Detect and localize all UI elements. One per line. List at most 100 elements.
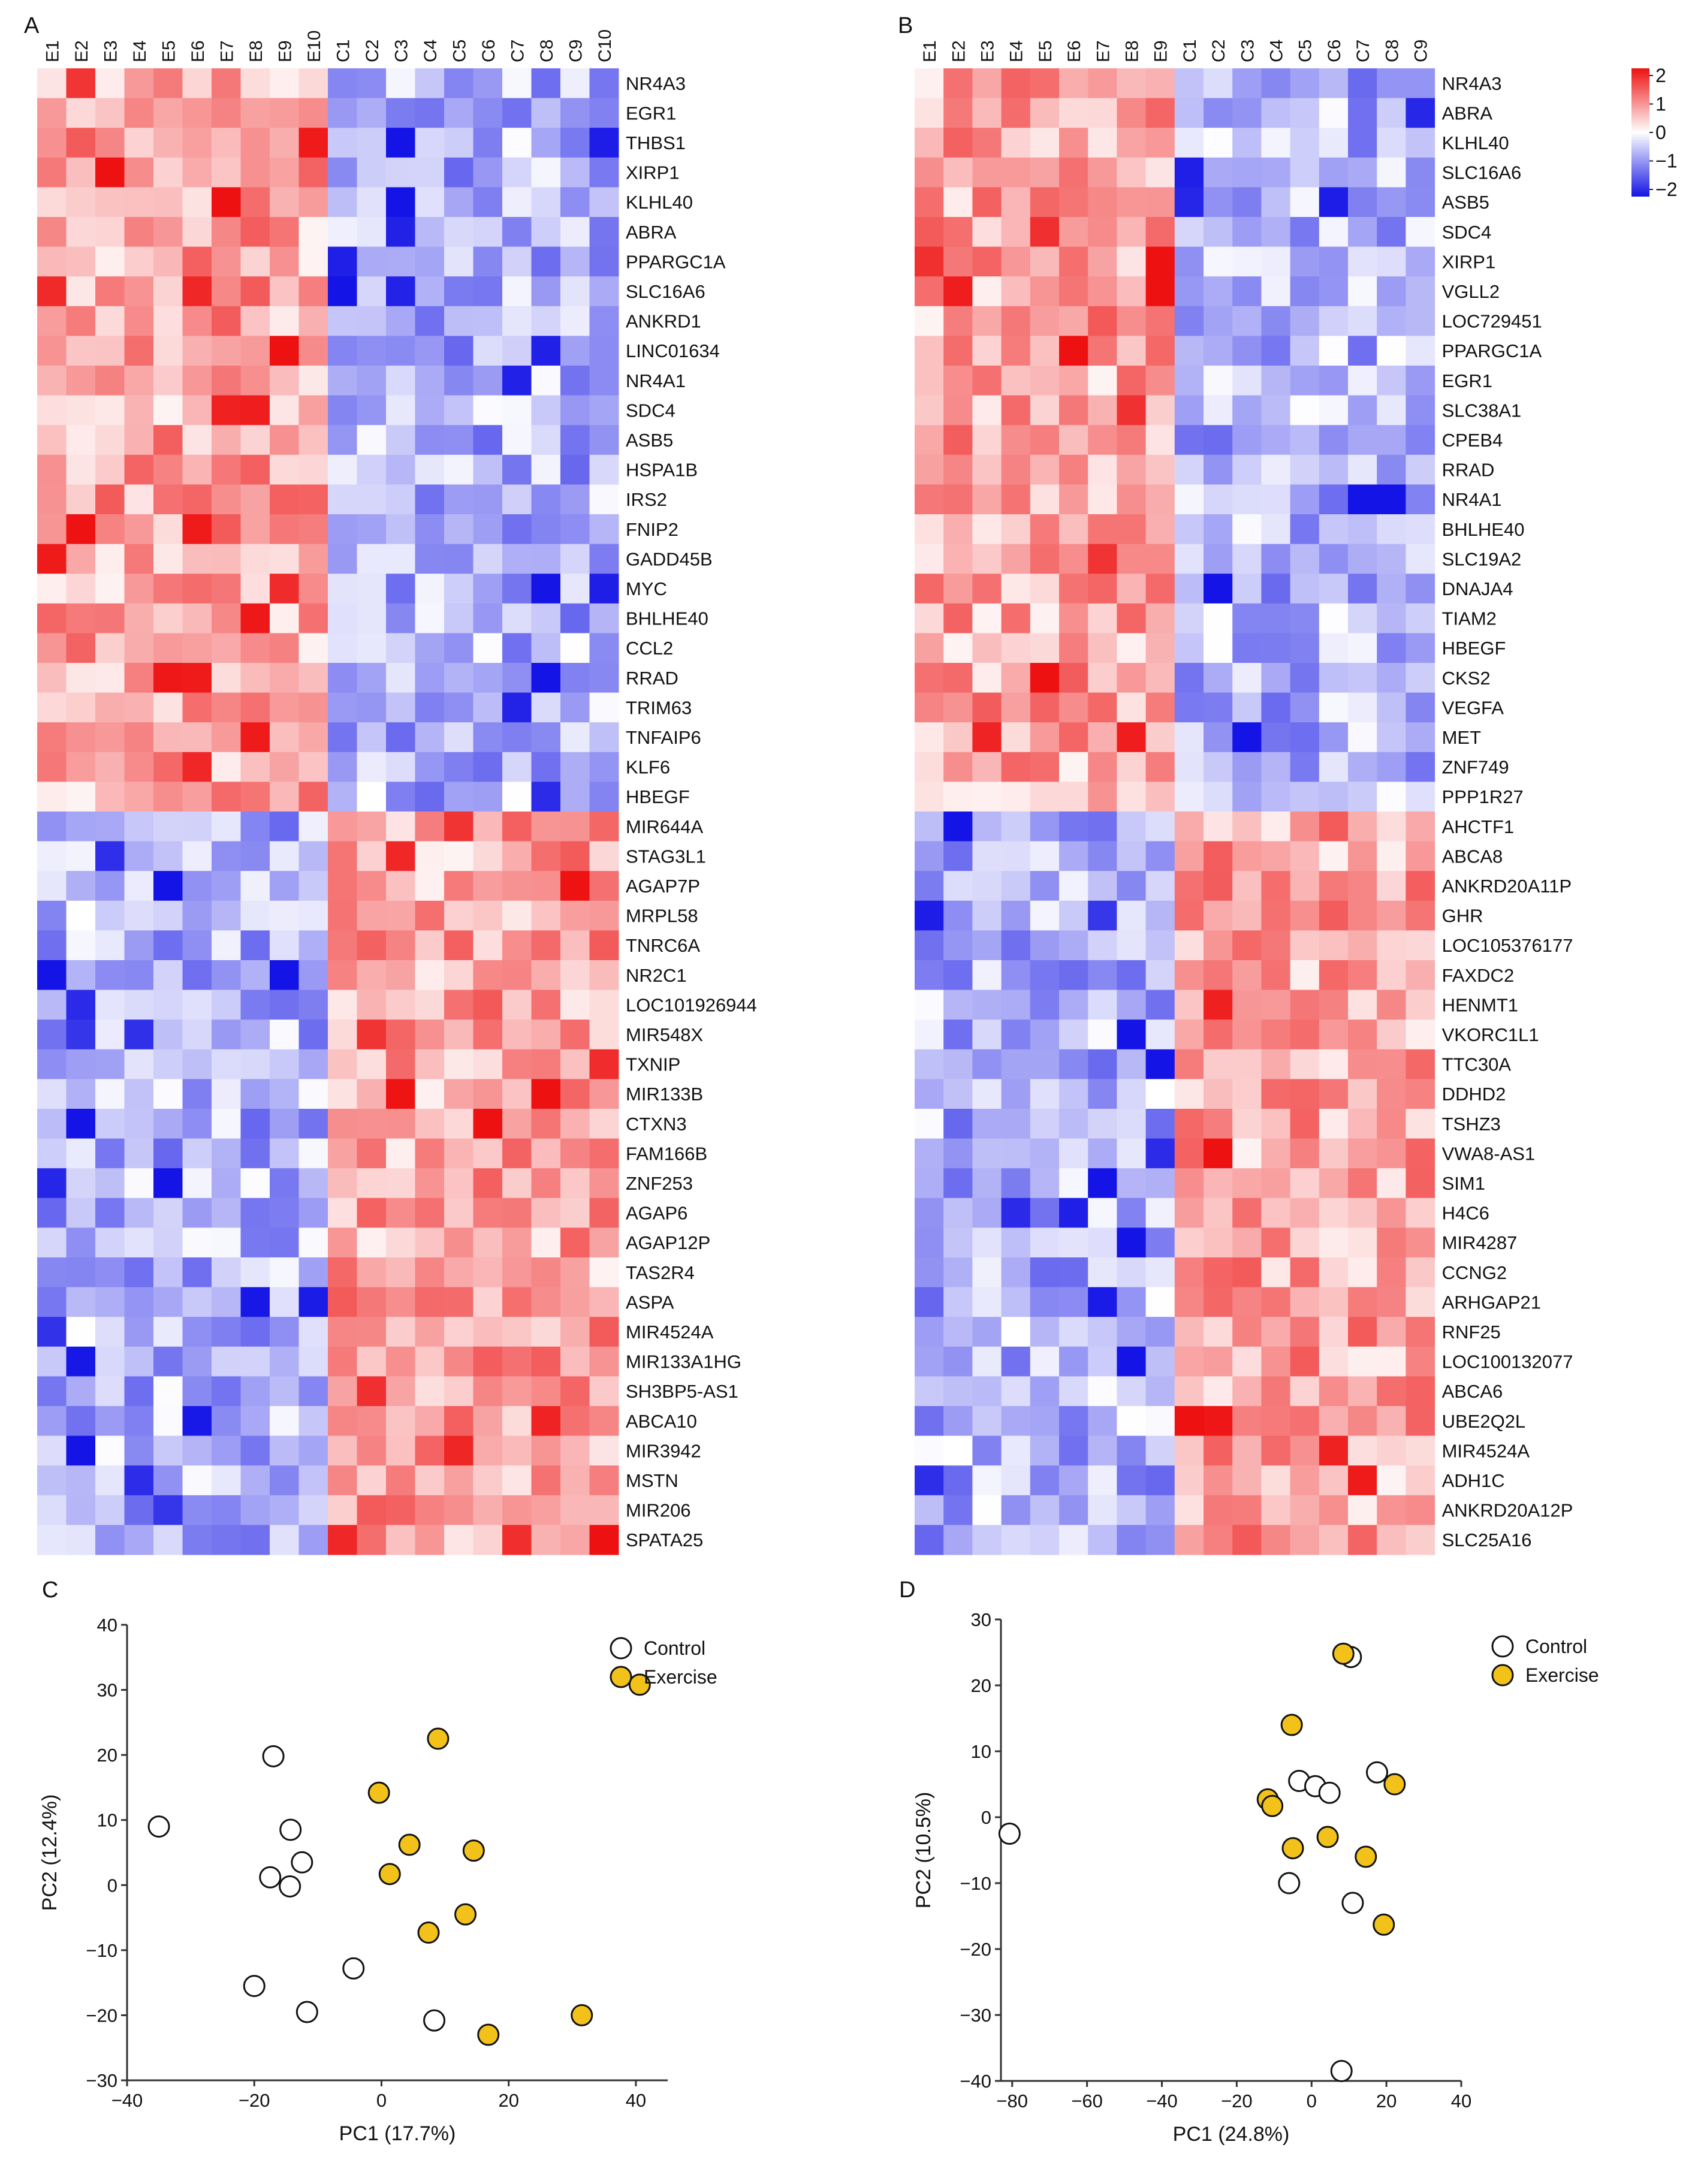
heatmap-cell: [153, 1317, 183, 1347]
heatmap-cell: [37, 1435, 67, 1466]
heatmap-cell: [943, 990, 973, 1020]
heatmap-cell: [95, 663, 125, 693]
y-axis-label: PC2 (10.5%): [912, 1792, 935, 1909]
heatmap-cell: [1290, 722, 1320, 753]
heatmap-cell: [502, 336, 532, 366]
heatmap-cell: [328, 841, 357, 871]
heatmap-cell: [270, 187, 299, 218]
heatmap-cell: [589, 1465, 619, 1496]
heatmap-cell: [240, 603, 270, 634]
heatmap-cell: [1204, 633, 1233, 663]
heatmap-cell: [1232, 841, 1262, 871]
row-label: DDHD2: [1442, 1084, 1506, 1105]
heatmap-cell: [1001, 1287, 1031, 1317]
heatmap-cell: [560, 1406, 590, 1437]
heatmap-cell: [915, 812, 944, 842]
heatmap-cell: [1290, 930, 1320, 961]
heatmap-cell: [972, 900, 1002, 931]
heatmap-cell: [915, 1465, 944, 1496]
heatmap-cell: [182, 1079, 212, 1109]
heatmap-cell: [972, 663, 1002, 693]
heatmap-cell: [212, 336, 241, 366]
row-label: RRAD: [626, 668, 678, 689]
heatmap-cell: [972, 98, 1002, 128]
heatmap-cell: [1261, 128, 1291, 158]
heatmap-cell: [212, 603, 241, 634]
heatmap-cell: [1290, 1465, 1320, 1496]
heatmap-cell: [1204, 336, 1233, 366]
heatmap-cell: [212, 1495, 241, 1525]
heatmap-cell: [1030, 157, 1060, 188]
heatmap-cell: [531, 1525, 561, 1555]
heatmap-cell: [1030, 782, 1060, 812]
heatmap-cell: [1406, 306, 1435, 336]
heatmap-cell: [560, 692, 590, 723]
heatmap-cell: [1145, 128, 1175, 158]
heatmap-cell: [444, 1079, 473, 1109]
heatmap-cell: [212, 722, 241, 753]
heatmap-cell: [1348, 1346, 1377, 1377]
heatmap-cell: [560, 900, 590, 931]
heatmap-cell: [1174, 217, 1204, 248]
heatmap-cell: [95, 1435, 125, 1466]
heatmap-cell: [357, 1079, 387, 1109]
heatmap-cell: [560, 752, 590, 782]
heatmap-cell: [1059, 336, 1088, 366]
row-label: MIR133A1HG: [626, 1352, 741, 1372]
heatmap-cell: [270, 514, 299, 545]
heatmap-cell: [589, 217, 619, 248]
heatmap-cell: [1348, 960, 1377, 991]
heatmap-cell: [182, 276, 212, 307]
heatmap-cell: [1348, 1435, 1377, 1466]
heatmap-cell: [1030, 1317, 1060, 1347]
heatmap-cell: [153, 217, 183, 248]
heatmap-cell: [37, 514, 67, 545]
heatmap-cell: [328, 1317, 357, 1347]
heatmap-cell: [270, 812, 299, 842]
heatmap-cell: [1117, 871, 1147, 901]
heatmap-cell: [1030, 1109, 1060, 1139]
heatmap-cell: [1319, 603, 1349, 634]
heatmap-cell: [95, 633, 125, 663]
heatmap-cell: [915, 752, 944, 782]
heatmap-cell: [1290, 871, 1320, 901]
heatmap-cell: [560, 1079, 590, 1109]
heatmap-cell: [1406, 1376, 1435, 1407]
heatmap-cell: [1261, 425, 1291, 455]
heatmap-cell: [1117, 276, 1147, 307]
heatmap-cell: [972, 157, 1002, 188]
heatmap-cell: [1261, 871, 1291, 901]
heatmap-cell: [124, 366, 154, 396]
heatmap-cell: [37, 395, 67, 426]
heatmap-cell: [1059, 1376, 1088, 1407]
heatmap-cell: [1145, 574, 1175, 604]
heatmap-cell: [1319, 336, 1349, 366]
heatmap-cell: [1001, 395, 1031, 426]
heatmap-cell: [1319, 574, 1349, 604]
heatmap-cell: [66, 306, 96, 336]
control-point: [243, 1975, 266, 1998]
heatmap-cell: [182, 1525, 212, 1555]
heatmap-cell: [915, 246, 944, 277]
heatmap-cell: [1174, 395, 1204, 426]
heatmap-cell: [182, 1138, 212, 1169]
heatmap-cell: [124, 960, 154, 991]
heatmap-cell: [1059, 871, 1088, 901]
heatmap-cell: [66, 395, 96, 426]
heatmap-cell: [124, 306, 154, 336]
heatmap-cell: [153, 484, 183, 515]
heatmap-cell: [589, 128, 619, 158]
heatmap-cell: [1406, 1257, 1435, 1288]
heatmap-cell: [95, 871, 125, 901]
heatmap-cell: [357, 692, 387, 723]
heatmap-cell: [1145, 1019, 1175, 1050]
heatmap-cell: [943, 1287, 973, 1317]
exercise-point: [427, 1727, 450, 1750]
heatmap-cell: [212, 98, 241, 128]
heatmap-cell: [1117, 722, 1147, 753]
heatmap-cell: [212, 692, 241, 723]
heatmap-cell: [153, 1168, 183, 1199]
heatmap-cell: [1117, 454, 1147, 485]
heatmap-cell: [1117, 1317, 1147, 1347]
heatmap-cell: [1145, 366, 1175, 396]
